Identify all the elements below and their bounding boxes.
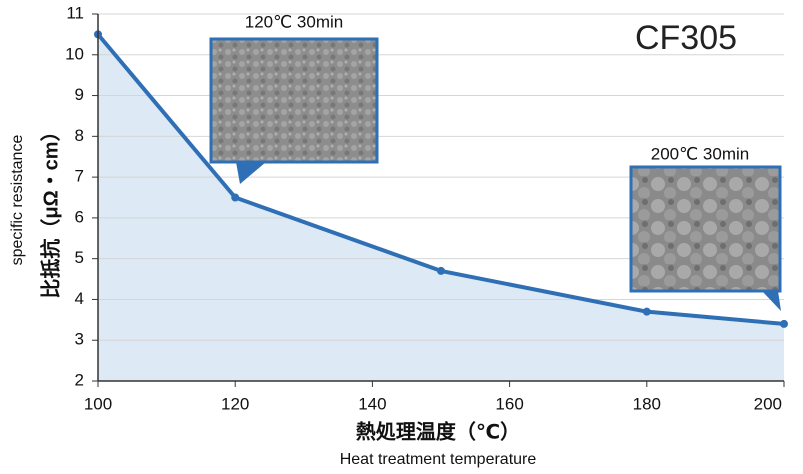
sem-callout-2 [631, 167, 781, 311]
y-tick-label: 5 [75, 248, 84, 267]
y-tick-label: 3 [75, 330, 84, 349]
x-tick-label: 180 [633, 394, 661, 413]
y-tick-label: 6 [75, 207, 84, 226]
y-tick-label: 7 [75, 167, 84, 186]
y-tick-label: 8 [75, 126, 84, 145]
y-tick-label: 10 [65, 44, 84, 63]
point [780, 320, 788, 328]
y-tick-label: 2 [75, 370, 84, 389]
y-tick-label: 4 [75, 289, 84, 308]
chart-title: CF305 [635, 19, 737, 57]
point [437, 267, 445, 275]
x-axis-label-en: Heat treatment temperature [340, 451, 537, 468]
y-tick-label: 9 [75, 85, 84, 104]
point [643, 308, 651, 316]
y-tick-label: 11 [66, 3, 84, 22]
y-axis-label-en: specific resistance [9, 135, 26, 266]
x-tick-label: 160 [495, 394, 523, 413]
annotation: 120℃ 30min [245, 12, 343, 31]
x-tick-label: 120 [221, 394, 249, 413]
annotation: 200℃ 30min [651, 144, 749, 163]
point [231, 194, 239, 202]
y-axis-label: 比抵抗（μΩ・cm） [38, 121, 62, 298]
x-tick-label: 140 [358, 394, 386, 413]
sem-callout-1 [211, 39, 377, 184]
x-axis-label: 熱処理温度（℃） [356, 419, 520, 443]
chart: CF305 120℃ 30min 200℃ 30min 熱処理温度（℃） Hea… [0, 0, 803, 474]
x-tick-label: 100 [84, 394, 112, 413]
x-tick-label: 200 [754, 394, 782, 413]
